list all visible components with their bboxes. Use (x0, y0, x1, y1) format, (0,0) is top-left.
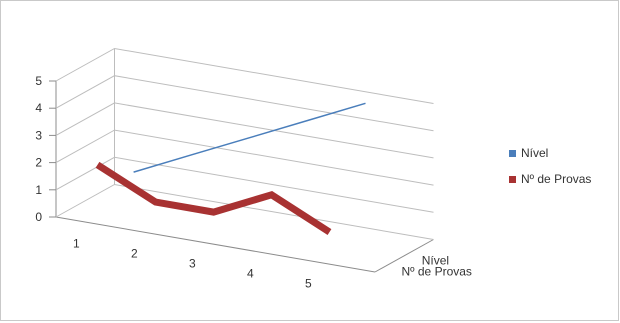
legend-entry: Nº de Provas (521, 172, 591, 186)
gridlines (55, 47, 434, 240)
y-tick-label: 2 (35, 156, 42, 170)
depth-axis-line (374, 239, 434, 273)
x-tick-label: 2 (131, 247, 138, 261)
y-tick-label: 1 (35, 183, 42, 197)
x-tick-label: 3 (189, 257, 196, 271)
legend: Nível Nº de Provas (509, 146, 591, 186)
x-axis-line (55, 216, 376, 273)
x-tick-label: 5 (305, 277, 312, 291)
gridline (55, 47, 434, 104)
x-axis-ticks: 1 2 3 4 5 (73, 237, 312, 291)
x-tick-label: 1 (73, 237, 80, 251)
series-line-2 (95, 161, 332, 236)
gridline (55, 75, 434, 132)
legend-swatch (509, 150, 516, 157)
legend-entry: Nível (521, 146, 548, 160)
gridline (55, 102, 434, 159)
series-layer (95, 102, 366, 236)
gridline (55, 156, 434, 213)
depth-axis-label: Nível (422, 253, 449, 267)
chart-walls (55, 48, 434, 273)
legend-swatch (509, 176, 516, 183)
depth-axis-label: Nº de Provas (402, 265, 472, 279)
y-tick-label: 4 (35, 101, 42, 115)
gridline (55, 129, 434, 186)
y-tick-label: 5 (35, 74, 42, 88)
y-tick-label: 3 (35, 128, 42, 142)
y-tick-label: 0 (35, 210, 42, 224)
series-line-1 (133, 102, 366, 173)
y-axis-ticks: 0 1 2 3 4 5 (35, 74, 56, 224)
x-tick-label: 4 (247, 267, 254, 281)
gridline (55, 183, 434, 240)
